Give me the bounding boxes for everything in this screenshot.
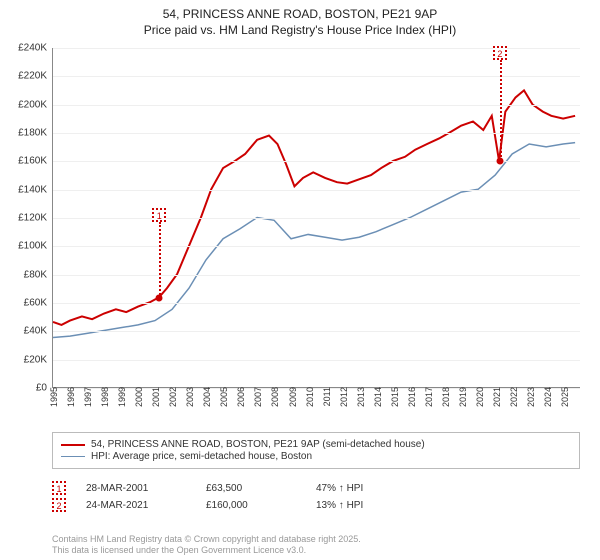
x-tick-label: 2009 bbox=[288, 387, 298, 407]
x-tick-label: 2005 bbox=[219, 387, 229, 407]
legend-swatch bbox=[61, 456, 85, 457]
marker-label: 1 bbox=[152, 208, 166, 222]
x-tick-label: 2007 bbox=[253, 387, 263, 407]
y-tick-label: £220K bbox=[18, 71, 47, 82]
x-tick-label: 2008 bbox=[270, 387, 280, 407]
marker-label: 2 bbox=[493, 46, 507, 60]
x-tick-label: 2017 bbox=[424, 387, 434, 407]
x-tick-label: 2010 bbox=[305, 387, 315, 407]
y-tick-label: £240K bbox=[18, 43, 47, 54]
title-block: 54, PRINCESS ANNE ROAD, BOSTON, PE21 9AP… bbox=[0, 0, 600, 38]
transaction-row: 1 28-MAR-2001 £63,500 47% ↑ HPI bbox=[52, 481, 580, 495]
transaction-row: 2 24-MAR-2021 £160,000 13% ↑ HPI bbox=[52, 498, 580, 512]
y-tick-label: £200K bbox=[18, 99, 47, 110]
y-tick-label: £160K bbox=[18, 156, 47, 167]
transaction-price: £63,500 bbox=[206, 483, 296, 494]
marker-dot bbox=[156, 295, 163, 302]
x-tick-label: 2016 bbox=[407, 387, 417, 407]
x-tick-label: 2024 bbox=[543, 387, 553, 407]
y-tick-label: £140K bbox=[18, 184, 47, 195]
x-tick-label: 2022 bbox=[509, 387, 519, 407]
x-tick-label: 1999 bbox=[117, 387, 127, 407]
credit-text: Contains HM Land Registry data © Crown c… bbox=[52, 534, 580, 557]
legend: 54, PRINCESS ANNE ROAD, BOSTON, PE21 9AP… bbox=[52, 432, 580, 469]
x-tick-label: 2023 bbox=[526, 387, 536, 407]
x-tick-label: 2021 bbox=[492, 387, 502, 407]
legend-item: HPI: Average price, semi-detached house,… bbox=[61, 451, 571, 462]
transaction-price: £160,000 bbox=[206, 500, 296, 511]
x-tick-label: 2020 bbox=[475, 387, 485, 407]
credit-line-2: This data is licensed under the Open Gov… bbox=[52, 545, 580, 556]
y-tick-label: £180K bbox=[18, 128, 47, 139]
x-tick-label: 2001 bbox=[151, 387, 161, 407]
x-tick-label: 1997 bbox=[83, 387, 93, 407]
y-tick-label: £40K bbox=[24, 326, 47, 337]
marker-dot bbox=[496, 158, 503, 165]
x-tick-label: 1995 bbox=[49, 387, 59, 407]
transaction-delta: 13% ↑ HPI bbox=[316, 500, 363, 511]
x-tick-label: 2003 bbox=[185, 387, 195, 407]
x-tick-label: 1996 bbox=[66, 387, 76, 407]
legend-label: HPI: Average price, semi-detached house,… bbox=[91, 451, 312, 462]
x-tick-label: 2018 bbox=[441, 387, 451, 407]
x-tick-label: 2011 bbox=[322, 387, 332, 406]
y-tick-label: £100K bbox=[18, 241, 47, 252]
transaction-date: 28-MAR-2001 bbox=[86, 483, 186, 494]
legend-swatch bbox=[61, 444, 85, 446]
line-chart: £0£20K£40K£60K£80K£100K£120K£140K£160K£1… bbox=[52, 48, 580, 388]
x-tick-label: 2004 bbox=[202, 387, 212, 407]
x-tick-label: 1998 bbox=[100, 387, 110, 407]
transaction-date: 24-MAR-2021 bbox=[86, 500, 186, 511]
x-tick-label: 2013 bbox=[356, 387, 366, 407]
y-tick-label: £60K bbox=[24, 298, 47, 309]
transaction-delta: 47% ↑ HPI bbox=[316, 483, 363, 494]
transaction-marker-icon: 1 bbox=[52, 481, 66, 495]
transaction-marker-icon: 2 bbox=[52, 498, 66, 512]
series-line-price_paid bbox=[53, 90, 575, 325]
credit-line-1: Contains HM Land Registry data © Crown c… bbox=[52, 534, 580, 545]
y-tick-label: £120K bbox=[18, 213, 47, 224]
title-line-1: 54, PRINCESS ANNE ROAD, BOSTON, PE21 9AP bbox=[0, 6, 600, 22]
x-tick-label: 2014 bbox=[373, 387, 383, 407]
chart-container: 54, PRINCESS ANNE ROAD, BOSTON, PE21 9AP… bbox=[0, 0, 600, 560]
x-tick-label: 2002 bbox=[168, 387, 178, 407]
legend-item: 54, PRINCESS ANNE ROAD, BOSTON, PE21 9AP… bbox=[61, 439, 571, 450]
x-tick-label: 2006 bbox=[236, 387, 246, 407]
legend-label: 54, PRINCESS ANNE ROAD, BOSTON, PE21 9AP… bbox=[91, 439, 425, 450]
title-line-2: Price paid vs. HM Land Registry's House … bbox=[0, 22, 600, 38]
x-tick-label: 2000 bbox=[134, 387, 144, 407]
y-tick-label: £80K bbox=[24, 269, 47, 280]
x-tick-label: 2025 bbox=[560, 387, 570, 407]
x-tick-label: 2015 bbox=[390, 387, 400, 407]
y-tick-label: £20K bbox=[24, 354, 47, 365]
y-tick-label: £0 bbox=[36, 383, 47, 394]
x-tick-label: 2012 bbox=[339, 387, 349, 407]
transactions-table: 1 28-MAR-2001 £63,500 47% ↑ HPI 2 24-MAR… bbox=[52, 478, 580, 515]
x-tick-label: 2019 bbox=[458, 387, 468, 407]
